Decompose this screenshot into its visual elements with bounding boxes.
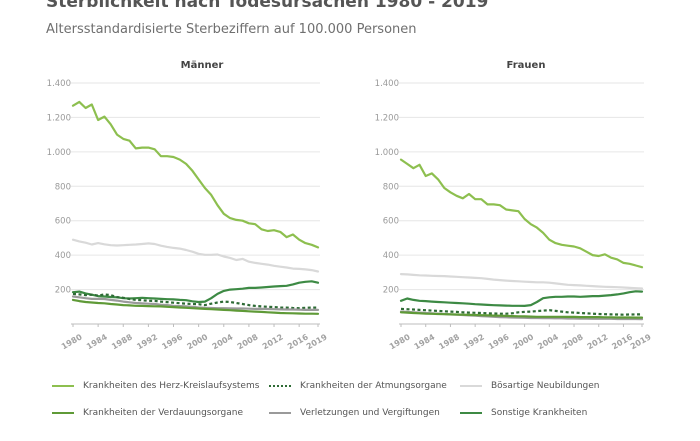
- series-line-neubildungen: [399, 273, 644, 290]
- x-tick-label: 1980: [388, 332, 412, 351]
- series-line-atmung: [72, 292, 318, 310]
- x-tick-label: 1992: [135, 332, 159, 351]
- series-line-verletzungen: [71, 295, 320, 311]
- x-tick-label: 2012: [261, 332, 285, 351]
- x-tick-label: 1984: [413, 332, 437, 351]
- x-tick-label: 1992: [462, 332, 486, 351]
- y-tick-label: 1.400: [375, 79, 399, 89]
- y-tick-label: 1.400: [47, 79, 71, 89]
- y-tick-label: 1.000: [47, 148, 71, 158]
- y-tick-label: 200: [55, 286, 71, 296]
- series-line-atmung: [400, 307, 642, 316]
- x-tick-label: 1988: [110, 332, 134, 351]
- y-tick-label: 400: [383, 251, 399, 261]
- x-tick-label: 1988: [437, 332, 461, 351]
- panel-title: Frauen: [507, 60, 546, 71]
- series-line-herz: [399, 158, 644, 269]
- panel-title: Männer: [181, 60, 224, 71]
- y-tick-label: 600: [55, 217, 71, 227]
- series-line-neubildungen: [71, 238, 320, 273]
- x-tick-label: 2008: [236, 332, 260, 351]
- x-tick-label: 1996: [160, 332, 184, 351]
- y-tick-label: 400: [55, 251, 71, 261]
- y-tick-label: 600: [383, 217, 399, 227]
- x-tick-label: 2019: [305, 332, 329, 351]
- x-tick-label: 2012: [586, 332, 610, 351]
- x-tick-label: 2008: [561, 332, 585, 351]
- series-line-verdauung: [71, 298, 320, 315]
- y-tick-label: 1.200: [47, 113, 71, 123]
- x-tick-label: 2019: [629, 332, 653, 351]
- x-tick-label: 2004: [211, 332, 235, 351]
- y-tick-label: 800: [383, 182, 399, 192]
- series-line-herz: [71, 100, 320, 249]
- x-tick-label: 1980: [60, 332, 84, 351]
- x-tick-label: 2000: [511, 332, 535, 351]
- y-tick-label: 200: [383, 286, 399, 296]
- y-tick-label: 1.200: [375, 113, 399, 123]
- series-line-sonstige: [399, 290, 644, 307]
- y-tick-label: 1.000: [375, 148, 399, 158]
- series-line-verdauung: [399, 311, 644, 319]
- y-tick-label: 800: [55, 182, 71, 192]
- page-title: Sterblichkeit nach Todesursachen 1980 - …: [46, 0, 489, 12]
- x-tick-label: 1996: [487, 332, 511, 351]
- x-tick-label: 1984: [85, 332, 109, 351]
- x-tick-label: 2004: [536, 332, 560, 351]
- x-tick-label: 2000: [185, 332, 209, 351]
- page-subtitle: Altersstandardisierte Sterbeziffern auf …: [46, 22, 417, 37]
- series-line-sonstige: [71, 280, 320, 304]
